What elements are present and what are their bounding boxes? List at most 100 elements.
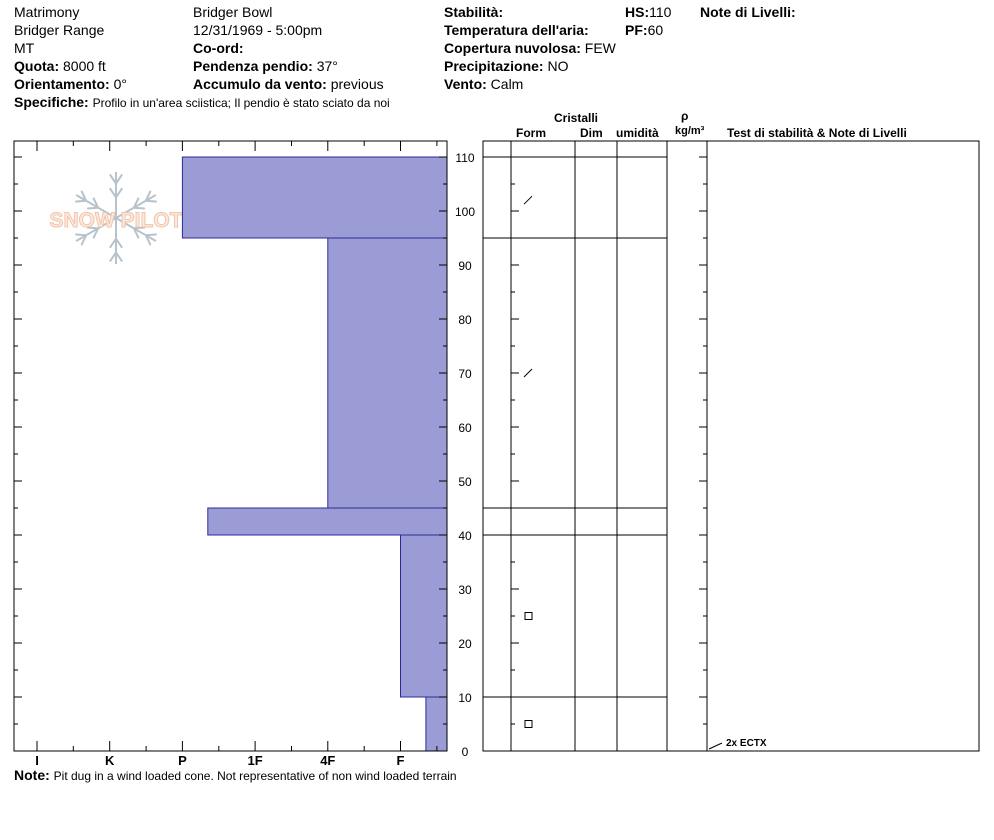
- crystals-header: Cristalli: [554, 111, 599, 125]
- height-axis: 0 10 20 30 40 50 60 70 80 90 100 110: [14, 151, 707, 759]
- flake-branch: [133, 206, 145, 210]
- slope-label: Pendenza pendio:: [193, 58, 313, 74]
- stability-label: Stabilità:: [444, 4, 504, 20]
- flake-branch: [133, 226, 145, 230]
- precip-label: Precipitazione:: [444, 58, 544, 74]
- flake-branch: [132, 227, 140, 239]
- flake-arm: [75, 194, 117, 219]
- elevation-label: Quota:: [14, 58, 60, 74]
- hardness-bars: [181, 156, 448, 752]
- height-tick-label: 90: [458, 259, 472, 273]
- hardness-bar: [207, 507, 448, 536]
- date-time: 12/31/1969 - 5:00pm: [193, 22, 323, 38]
- cloud-value: FEW: [584, 40, 616, 56]
- hardness-bar: [327, 237, 448, 509]
- flake-branch: [80, 190, 88, 202]
- height-tick-label: 110: [455, 151, 474, 165]
- aspect-value: 0°: [113, 76, 127, 92]
- hardness-bar: [400, 534, 448, 698]
- flake-branch: [108, 173, 117, 185]
- form-header: Form: [516, 126, 546, 140]
- air-temp-label: Temperatura dell'aria:: [444, 22, 589, 38]
- rho-header: ρ: [681, 109, 689, 123]
- coord-label: Co-ord:: [193, 40, 244, 56]
- flake-branch: [132, 197, 140, 209]
- logo-text: SNOW PILOT: [50, 209, 183, 232]
- elevation-value: 8000 ft: [63, 58, 106, 74]
- wind: Vento: Calm: [444, 76, 523, 92]
- test-annotations: 2x ECTX: [708, 738, 767, 750]
- table-frame: [482, 140, 980, 752]
- test-label: 2x ECTX: [726, 738, 767, 749]
- flake-branch: [115, 173, 124, 185]
- location-name: Matrimony: [14, 4, 80, 20]
- flake-branch: [145, 199, 157, 203]
- hardness-tick-label: K: [105, 753, 115, 768]
- pf-label: PF:: [625, 22, 648, 38]
- layer-boundaries: [483, 156, 667, 698]
- flake-branch: [115, 238, 124, 249]
- flake-branch: [92, 197, 100, 209]
- tests-header: Test di stabilità & Note di Livelli: [727, 126, 907, 140]
- flake-branch: [145, 233, 157, 237]
- state: MT: [14, 40, 35, 56]
- flake-branch: [108, 251, 117, 263]
- wind-loading: Accumulo da vento: previous: [193, 76, 384, 92]
- grain-symbol-slash: [523, 195, 533, 205]
- elevation: Quota: 8000 ft: [14, 58, 106, 74]
- height-tick-label: 70: [458, 367, 472, 381]
- area-name: Bridger Bowl: [193, 4, 273, 20]
- grain-symbol-slash: [523, 368, 533, 378]
- specifics-label: Specifiche:: [14, 94, 89, 110]
- cloud-cover: Copertura nuvolosa: FEW: [444, 40, 616, 56]
- flake-branch: [115, 251, 124, 263]
- pf-value: 60: [647, 22, 664, 38]
- flake-branch: [87, 226, 99, 230]
- wind-loading-label: Accumulo da vento:: [193, 76, 327, 92]
- hs: HS:110: [625, 4, 671, 20]
- snowpilot-logo: SNOW PILOT: [49, 172, 183, 264]
- density-unit-header: kg/m³: [675, 125, 705, 137]
- moisture-header: umidità: [616, 126, 659, 140]
- precipitation: Precipitazione: NO: [444, 58, 568, 74]
- aspect: Orientamento: 0°: [14, 76, 127, 92]
- hardness-tick-label: 4F: [320, 753, 335, 768]
- hs-label: HS:: [625, 4, 650, 20]
- slope: Pendenza pendio: 37°: [193, 58, 338, 74]
- flake-branch: [75, 233, 87, 237]
- crystal-table: [482, 140, 980, 752]
- size-header: Dim: [580, 126, 603, 140]
- height-tick-label: 100: [455, 205, 475, 219]
- height-tick-label: 0: [462, 745, 469, 759]
- wind-label: Vento:: [444, 76, 487, 92]
- specifics-value: Profilo in un'area sciistica; Il pendio …: [92, 96, 390, 110]
- note-label: Note:: [14, 767, 50, 783]
- flake-branch: [92, 227, 99, 239]
- flake-branch: [144, 234, 152, 246]
- height-tick-label: 80: [458, 313, 472, 327]
- flake-arm: [115, 194, 157, 219]
- grain-symbol-square: [524, 720, 533, 728]
- precip-value: NO: [547, 58, 569, 74]
- height-tick-label: 50: [458, 475, 472, 489]
- grain-symbols: [523, 195, 533, 728]
- hardness-tick-label: 1F: [248, 753, 263, 768]
- flake-arm: [75, 217, 117, 242]
- hardness-axis: I K P 1F 4F F: [35, 141, 438, 768]
- flake-branch: [80, 234, 88, 246]
- flake-branch: [87, 206, 99, 210]
- snowflake-icon: [75, 172, 157, 264]
- hs-value: 110: [649, 4, 672, 20]
- flake-branch: [108, 187, 117, 198]
- wind-loading-value: previous: [330, 76, 384, 92]
- hardness-tick-label: I: [35, 753, 39, 768]
- hardness-bar: [181, 156, 448, 239]
- wind-value: Calm: [490, 76, 524, 92]
- flake-branch: [108, 238, 117, 249]
- test-pointer: [708, 742, 723, 750]
- layer-notes-label: Note di Livelli:: [700, 4, 796, 20]
- slope-value: 37°: [316, 58, 338, 74]
- height-tick-label: 10: [458, 691, 472, 705]
- height-tick-label: 20: [458, 637, 472, 651]
